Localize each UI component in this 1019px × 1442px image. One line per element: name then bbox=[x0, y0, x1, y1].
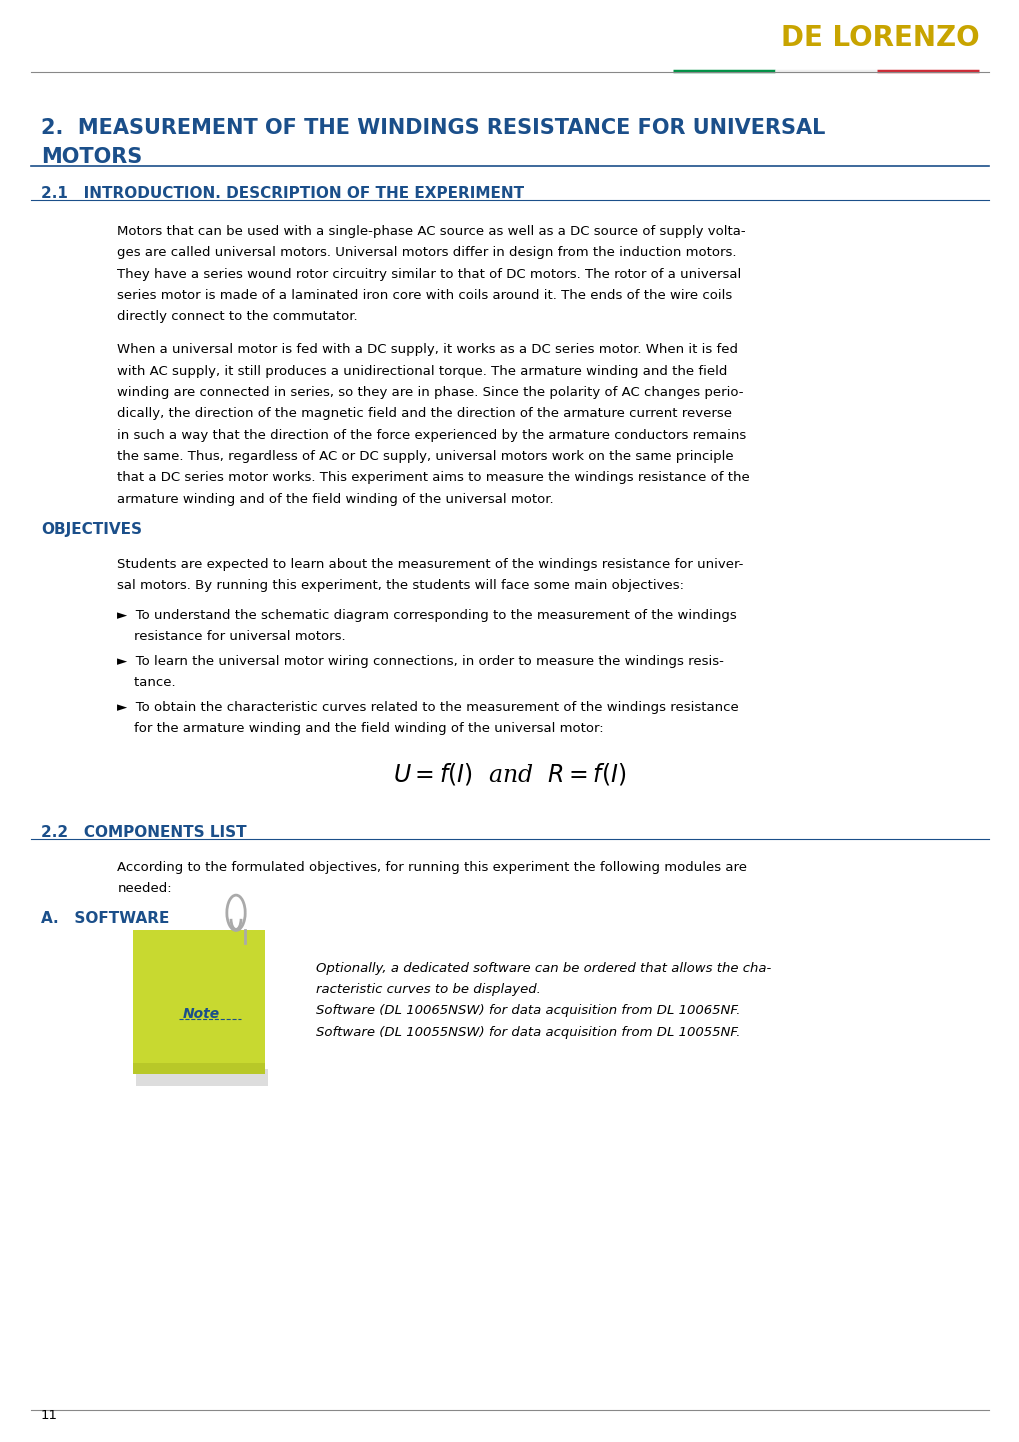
Text: with AC supply, it still produces a unidirectional torque. The armature winding : with AC supply, it still produces a unid… bbox=[117, 365, 727, 378]
Text: ges are called universal motors. Universal motors differ in design from the indu: ges are called universal motors. Univers… bbox=[117, 247, 736, 260]
Text: directly connect to the commutator.: directly connect to the commutator. bbox=[117, 310, 358, 323]
Text: 2.1   INTRODUCTION. DESCRIPTION OF THE EXPERIMENT: 2.1 INTRODUCTION. DESCRIPTION OF THE EXP… bbox=[41, 186, 524, 200]
Text: the same. Thus, regardless of AC or DC supply, universal motors work on the same: the same. Thus, regardless of AC or DC s… bbox=[117, 450, 734, 463]
Text: Software (DL 10065NSW) for data acquisition from DL 10065NF.: Software (DL 10065NSW) for data acquisit… bbox=[316, 1005, 740, 1018]
Text: ►  To understand the schematic diagram corresponding to the measurement of the w: ► To understand the schematic diagram co… bbox=[117, 609, 737, 622]
Text: When a universal motor is fed with a DC supply, it works as a DC series motor. W: When a universal motor is fed with a DC … bbox=[117, 343, 738, 356]
Text: armature winding and of the field winding of the universal motor.: armature winding and of the field windin… bbox=[117, 493, 553, 506]
Text: DE LORENZO: DE LORENZO bbox=[780, 25, 978, 52]
Text: OBJECTIVES: OBJECTIVES bbox=[41, 522, 142, 536]
Text: A.   SOFTWARE: A. SOFTWARE bbox=[41, 911, 169, 926]
Text: in such a way that the direction of the force experienced by the armature conduc: in such a way that the direction of the … bbox=[117, 428, 746, 441]
Text: resistance for universal motors.: resistance for universal motors. bbox=[117, 630, 345, 643]
Text: tance.: tance. bbox=[117, 676, 175, 689]
Text: Motors that can be used with a single-phase AC source as well as a DC source of : Motors that can be used with a single-ph… bbox=[117, 225, 745, 238]
Text: racteristic curves to be displayed.: racteristic curves to be displayed. bbox=[316, 983, 540, 996]
Text: series motor is made of a laminated iron core with coils around it. The ends of : series motor is made of a laminated iron… bbox=[117, 288, 732, 301]
Text: According to the formulated objectives, for running this experiment the followin: According to the formulated objectives, … bbox=[117, 861, 747, 874]
Text: that a DC series motor works. This experiment aims to measure the windings resis: that a DC series motor works. This exper… bbox=[117, 472, 749, 485]
Text: Students are expected to learn about the measurement of the windings resistance : Students are expected to learn about the… bbox=[117, 558, 743, 571]
Text: Software (DL 10055NSW) for data acquisition from DL 10055NF.: Software (DL 10055NSW) for data acquisit… bbox=[316, 1025, 740, 1038]
Text: sal motors. By running this experiment, the students will face some main objecti: sal motors. By running this experiment, … bbox=[117, 580, 684, 593]
Bar bbox=[132, 1063, 265, 1074]
Text: 2.2   COMPONENTS LIST: 2.2 COMPONENTS LIST bbox=[41, 825, 247, 839]
Text: 2.  MEASUREMENT OF THE WINDINGS RESISTANCE FOR UNIVERSAL: 2. MEASUREMENT OF THE WINDINGS RESISTANC… bbox=[41, 118, 824, 138]
Text: 11: 11 bbox=[41, 1409, 58, 1422]
Text: $U = f\left(I\right)$  and  $R = f\left(I\right)$: $U = f\left(I\right)$ and $R = f\left(I\… bbox=[393, 761, 626, 787]
Text: ►  To obtain the characteristic curves related to the measurement of the winding: ► To obtain the characteristic curves re… bbox=[117, 701, 739, 714]
Text: Optionally, a dedicated software can be ordered that allows the cha-: Optionally, a dedicated software can be … bbox=[316, 962, 770, 975]
Bar bbox=[136, 1069, 268, 1086]
Text: ►  To learn the universal motor wiring connections, in order to measure the wind: ► To learn the universal motor wiring co… bbox=[117, 655, 723, 668]
Text: winding are connected in series, so they are in phase. Since the polarity of AC : winding are connected in series, so they… bbox=[117, 386, 743, 399]
Text: They have a series wound rotor circuitry similar to that of DC motors. The rotor: They have a series wound rotor circuitry… bbox=[117, 268, 741, 281]
Text: dically, the direction of the magnetic field and the direction of the armature c: dically, the direction of the magnetic f… bbox=[117, 407, 732, 420]
Text: for the armature winding and the field winding of the universal motor:: for the armature winding and the field w… bbox=[117, 722, 603, 735]
Text: MOTORS: MOTORS bbox=[41, 147, 142, 167]
Bar bbox=[132, 930, 265, 1074]
Text: needed:: needed: bbox=[117, 883, 172, 895]
Text: Note: Note bbox=[182, 1007, 220, 1021]
